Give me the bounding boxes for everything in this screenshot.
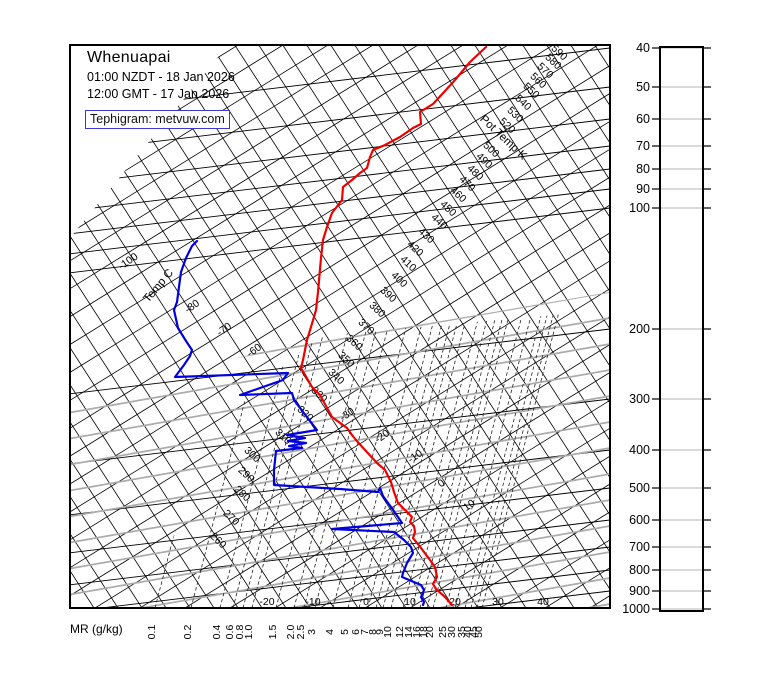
- svg-text:400: 400: [629, 443, 650, 457]
- svg-text:500: 500: [629, 481, 650, 495]
- pressure-scale: 40 50 60 70 80 90 100 200 300 400 500 600 700 800 900 1…: [622, 41, 711, 616]
- svg-text:30: 30: [492, 596, 504, 608]
- svg-text:800: 800: [629, 563, 650, 577]
- svg-text:-20: -20: [259, 596, 274, 608]
- svg-text:50: 50: [473, 626, 485, 638]
- svg-text:1.0: 1.0: [243, 625, 255, 640]
- svg-text:2.0: 2.0: [285, 625, 297, 640]
- svg-text:12: 12: [394, 626, 406, 638]
- svg-text:70: 70: [636, 139, 650, 153]
- svg-text:390: 390: [378, 284, 399, 305]
- svg-text:25: 25: [437, 626, 449, 638]
- svg-text:80: 80: [636, 162, 650, 176]
- svg-text:40: 40: [537, 596, 549, 608]
- svg-text:0.8: 0.8: [234, 625, 246, 640]
- svg-text:30: 30: [446, 626, 458, 638]
- svg-text:60: 60: [636, 112, 650, 126]
- svg-text:-30: -30: [338, 405, 357, 424]
- svg-text:40: 40: [462, 626, 474, 638]
- svg-text:7: 7: [359, 629, 371, 635]
- svg-text:-80: -80: [183, 297, 202, 316]
- valid-time-local: 01:00 NZDT - 18 Jan 2026: [87, 70, 235, 84]
- svg-text:100: 100: [629, 201, 650, 215]
- svg-text:2.5: 2.5: [295, 625, 307, 640]
- svg-text:900: 900: [629, 584, 650, 598]
- watermark-link[interactable]: Tephigram: metvuw.com: [85, 110, 230, 129]
- svg-text:8: 8: [367, 629, 379, 635]
- svg-text:260: 260: [208, 530, 229, 551]
- svg-text:0: 0: [363, 596, 369, 608]
- pressure-scale-frame: [659, 46, 704, 612]
- svg-text:20: 20: [449, 596, 461, 608]
- svg-text:0.2: 0.2: [182, 625, 194, 640]
- mr-axis-title: MR (g/kg): [70, 622, 123, 636]
- dew_point-trace: [172, 239, 426, 607]
- svg-text:1.5: 1.5: [267, 625, 279, 640]
- svg-text:0.1: 0.1: [146, 625, 158, 640]
- sounding-traces: [172, 45, 488, 607]
- temperature-trace: [299, 45, 488, 607]
- svg-text:280: 280: [232, 483, 253, 504]
- svg-text:16: 16: [411, 626, 423, 638]
- svg-text:-10: -10: [305, 596, 320, 608]
- svg-text:0.6: 0.6: [224, 625, 236, 640]
- svg-text:400: 400: [389, 269, 410, 290]
- svg-text:90: 90: [636, 182, 650, 196]
- svg-text:50: 50: [636, 80, 650, 94]
- svg-text:10: 10: [404, 596, 416, 608]
- svg-text:45: 45: [468, 626, 480, 638]
- svg-text:6: 6: [350, 629, 362, 635]
- svg-text:200: 200: [629, 322, 650, 336]
- svg-text:600: 600: [629, 513, 650, 527]
- svg-text:10: 10: [382, 626, 394, 638]
- svg-text:-60: -60: [245, 341, 264, 360]
- svg-text:14: 14: [403, 626, 415, 638]
- svg-text:4: 4: [324, 629, 336, 635]
- svg-text:40: 40: [636, 41, 650, 55]
- svg-text:9: 9: [374, 629, 386, 635]
- plot-frame: [69, 44, 611, 609]
- mixing-ratio-lines: [154, 310, 562, 608]
- station-name: Whenuapai: [87, 49, 171, 66]
- valid-time-gmt: 12:00 GMT - 17 Jan 2026: [87, 87, 230, 101]
- svg-text:18: 18: [418, 626, 430, 638]
- svg-text:0.4: 0.4: [211, 625, 223, 640]
- chart-header: Whenuapai 01:00 NZDT - 18 Jan 2026 12:00…: [87, 49, 235, 101]
- svg-text:-100: -100: [116, 251, 140, 273]
- svg-text:1000: 1000: [622, 602, 650, 616]
- svg-text:0: 0: [435, 477, 447, 490]
- svg-text:-70: -70: [215, 320, 234, 339]
- svg-text:270: 270: [221, 507, 242, 528]
- svg-text:340: 340: [326, 366, 347, 387]
- svg-text:3: 3: [306, 629, 318, 635]
- svg-text:300: 300: [629, 392, 650, 406]
- svg-text:35: 35: [456, 626, 468, 638]
- svg-text:5: 5: [339, 629, 351, 635]
- svg-text:20: 20: [424, 626, 436, 638]
- svg-text:300: 300: [242, 444, 263, 465]
- svg-text:700: 700: [629, 540, 650, 554]
